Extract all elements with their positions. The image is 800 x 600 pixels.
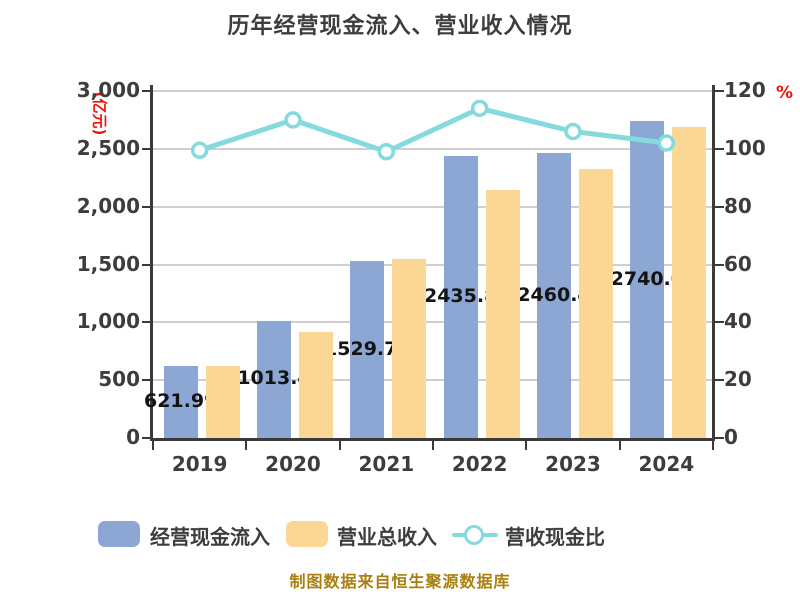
bottom-axis-tick [712, 441, 714, 450]
right-axis-tick [715, 437, 724, 439]
bar-cash-inflow-2020 [257, 320, 291, 438]
bar-revenue-2019 [205, 365, 240, 438]
x-axis-label-2024: 2024 [638, 452, 695, 476]
left-axis-tick [142, 263, 151, 266]
bar-revenue-2023 [579, 169, 613, 438]
left-axis-tick [142, 147, 151, 150]
bottom-axis-tick [152, 441, 154, 450]
bar-value-label-2021: 1529.74 [324, 337, 411, 360]
gridline [153, 205, 713, 208]
right-axis-tick-label: 60 [724, 251, 752, 276]
x-axis-label-2021: 2021 [358, 452, 415, 476]
legend-marker-ratio [464, 525, 484, 545]
left-axis-tick-label: 1,500 [76, 251, 140, 276]
left-axis-tick-label: 2,500 [76, 135, 140, 160]
ratio-marker-2019 [190, 141, 209, 160]
legend-label-cash-inflow: 经营现金流入 [150, 525, 270, 549]
right-axis-tick-label: 40 [724, 309, 752, 334]
bottom-axis-tick [618, 441, 621, 450]
left-axis-line [150, 85, 153, 441]
data-source-note: 制图数据来自恒生聚源数据库 [289, 572, 511, 591]
gridline [153, 379, 713, 382]
right-axis-tick-label: 0 [724, 425, 738, 449]
x-axis-label-2022: 2022 [451, 452, 508, 476]
bottom-axis-tick [338, 441, 341, 450]
gridline [153, 321, 713, 324]
right-axis-tick [715, 379, 724, 382]
left-axis-tick-label: 0 [126, 425, 140, 449]
gridline [153, 90, 713, 92]
left-axis-tick-label: 3,000 [76, 78, 140, 102]
right-axis-tick [715, 263, 724, 266]
right-axis-tick-label: 120 [724, 78, 766, 102]
bottom-axis-tick [525, 441, 528, 450]
left-axis-tick [142, 437, 151, 439]
gridline [153, 147, 713, 150]
left-axis-tick-label: 2,000 [76, 193, 140, 218]
left-axis-tick [142, 90, 151, 92]
ratio-line [197, 105, 669, 155]
bar-value-label-2022: 2435.8 [423, 285, 498, 308]
legend-swatch-cash-inflow [98, 521, 140, 547]
right-axis-line [712, 85, 715, 441]
legend-label-revenue: 营业总收入 [337, 525, 437, 549]
bar-cash-inflow-2021 [350, 261, 385, 438]
bar-cash-inflow-2024 [630, 121, 665, 438]
chart-title: 历年经营现金流入、营业收入情况 [227, 14, 573, 39]
right-axis-tick-label: 80 [724, 193, 752, 218]
ratio-marker-2020 [284, 111, 302, 129]
ratio-line-series [190, 99, 676, 161]
right-axis-tick [715, 321, 724, 324]
bar-value-label-2024: 2740.0 [610, 267, 684, 290]
bar-value-label-2023: 2460.4 [517, 283, 591, 306]
right-axis-tick-label: 100 [724, 135, 766, 160]
left-axis-tick-label: 1,000 [76, 309, 140, 334]
left-axis-tick [142, 379, 151, 382]
x-axis-label-2019: 2019 [171, 452, 228, 476]
bottom-axis-tick [432, 441, 434, 450]
right-axis-tick [715, 205, 724, 208]
legend-label-ratio: 营收现金比 [505, 525, 605, 549]
bar-cash-inflow-2023 [537, 153, 571, 438]
right-axis-tick-label: 20 [724, 367, 752, 392]
left-axis-tick [142, 205, 151, 208]
bar-revenue-2020 [299, 331, 333, 438]
bar-value-label-2020: 1013.4 [237, 367, 311, 390]
gridline [153, 263, 713, 266]
right-axis-unit-label: % [776, 83, 794, 103]
left-axis-tick [142, 321, 151, 324]
bar-revenue-2021 [392, 259, 427, 438]
ratio-marker-2022 [470, 99, 489, 118]
left-axis-tick-label: 500 [98, 367, 140, 392]
bar-cash-inflow-2019 [163, 366, 198, 438]
ratio-marker-2021 [377, 142, 396, 161]
bar-cash-inflow-2022 [443, 156, 478, 438]
ratio-marker-2024 [657, 134, 676, 152]
bar-value-label-2019: 621.99 [143, 390, 218, 413]
legend-swatch-revenue [286, 521, 328, 547]
bar-revenue-2024 [672, 126, 707, 438]
bottom-axis-line [150, 438, 715, 441]
bar-revenue-2022 [485, 190, 520, 438]
right-axis-tick [715, 90, 724, 92]
x-axis-label-2023: 2023 [545, 452, 601, 476]
right-axis-tick [715, 147, 724, 150]
x-axis-label-2020: 2020 [265, 452, 321, 476]
bottom-axis-tick [245, 441, 248, 450]
plot-area: 621.99 1013.4 1529.74 2435.8 2460.4 2740.0 [144, 90, 713, 438]
ratio-marker-2023 [564, 122, 582, 141]
